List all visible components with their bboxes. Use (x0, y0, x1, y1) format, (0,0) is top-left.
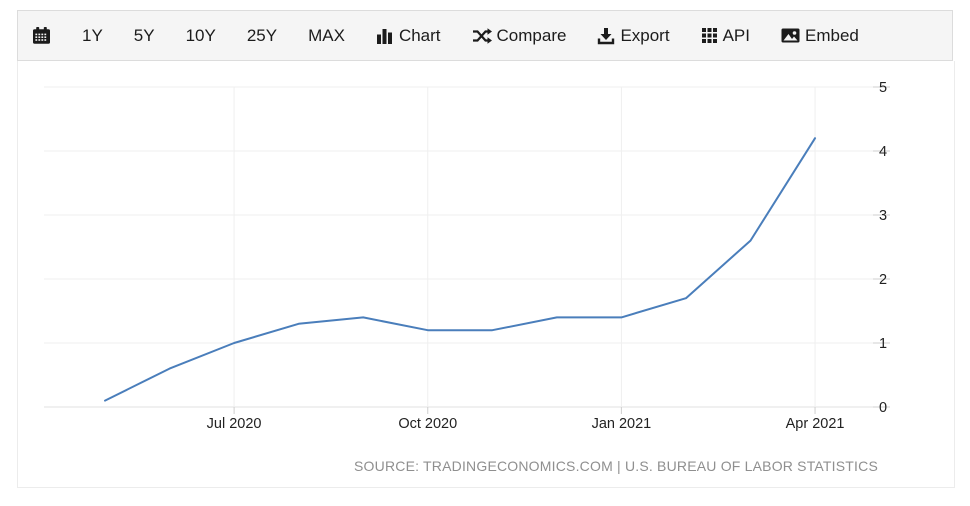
range-max-button[interactable]: MAX (308, 26, 345, 46)
y-tick-label: 1 (879, 336, 887, 352)
shuffle-icon (472, 27, 492, 45)
y-tick-label: 2 (879, 272, 887, 288)
y-tick-label: 3 (879, 208, 887, 224)
download-icon (597, 27, 615, 45)
source-attribution: SOURCE: TRADINGECONOMICS.COM | U.S. BURE… (354, 458, 878, 474)
data-line (104, 137, 817, 402)
range-10y-button[interactable]: 10Y (186, 26, 216, 46)
chart-type-button[interactable]: Chart (376, 26, 441, 46)
range-max-label: MAX (308, 25, 345, 45)
bar-chart-icon (376, 27, 394, 45)
embed-button[interactable]: Embed (781, 26, 859, 46)
range-25y-label: 25Y (246, 25, 278, 45)
chart-toolbar: 1Y 5Y 10Y 25Y MAX Chart (17, 10, 953, 61)
api-button[interactable]: API (701, 26, 750, 46)
line-chart[interactable]: 0 1 2 3 4 5 Jul 2020 Oct 2020 Jan 2021 Apr 2021 (18, 61, 954, 487)
export-label: Export (620, 25, 670, 45)
export-button[interactable]: Export (597, 25, 670, 46)
chart-panel: 0 1 2 3 4 5 Jul 2020 Oct 2020 Jan 2021 Apr 2021 S… (17, 61, 955, 488)
calendar-button[interactable] (32, 26, 51, 45)
grid-icon (701, 27, 718, 44)
y-tick-label: 4 (879, 144, 887, 160)
range-5y-button[interactable]: 5Y (134, 26, 155, 46)
x-tick-label: Jul 2020 (207, 416, 262, 432)
y-tick-label: 5 (879, 80, 887, 96)
range-25y-button[interactable]: 25Y (247, 26, 277, 46)
image-icon (781, 27, 800, 44)
range-5y-label: 5Y (133, 25, 155, 45)
range-1y-button[interactable]: 1Y (82, 26, 103, 46)
calendar-icon (32, 26, 51, 45)
embed-label: Embed (804, 25, 859, 45)
range-1y-label: 1Y (82, 25, 103, 45)
compare-button[interactable]: Compare (472, 25, 567, 46)
api-label: API (722, 25, 750, 45)
y-tick-label: 0 (879, 400, 887, 416)
compare-label: Compare (496, 25, 567, 45)
x-tick-label: Apr 2021 (786, 416, 845, 432)
x-tick-label: Jan 2021 (592, 416, 652, 432)
x-tick-label: Oct 2020 (398, 416, 457, 432)
chart-type-label: Chart (398, 25, 441, 45)
range-10y-label: 10Y (185, 25, 216, 45)
